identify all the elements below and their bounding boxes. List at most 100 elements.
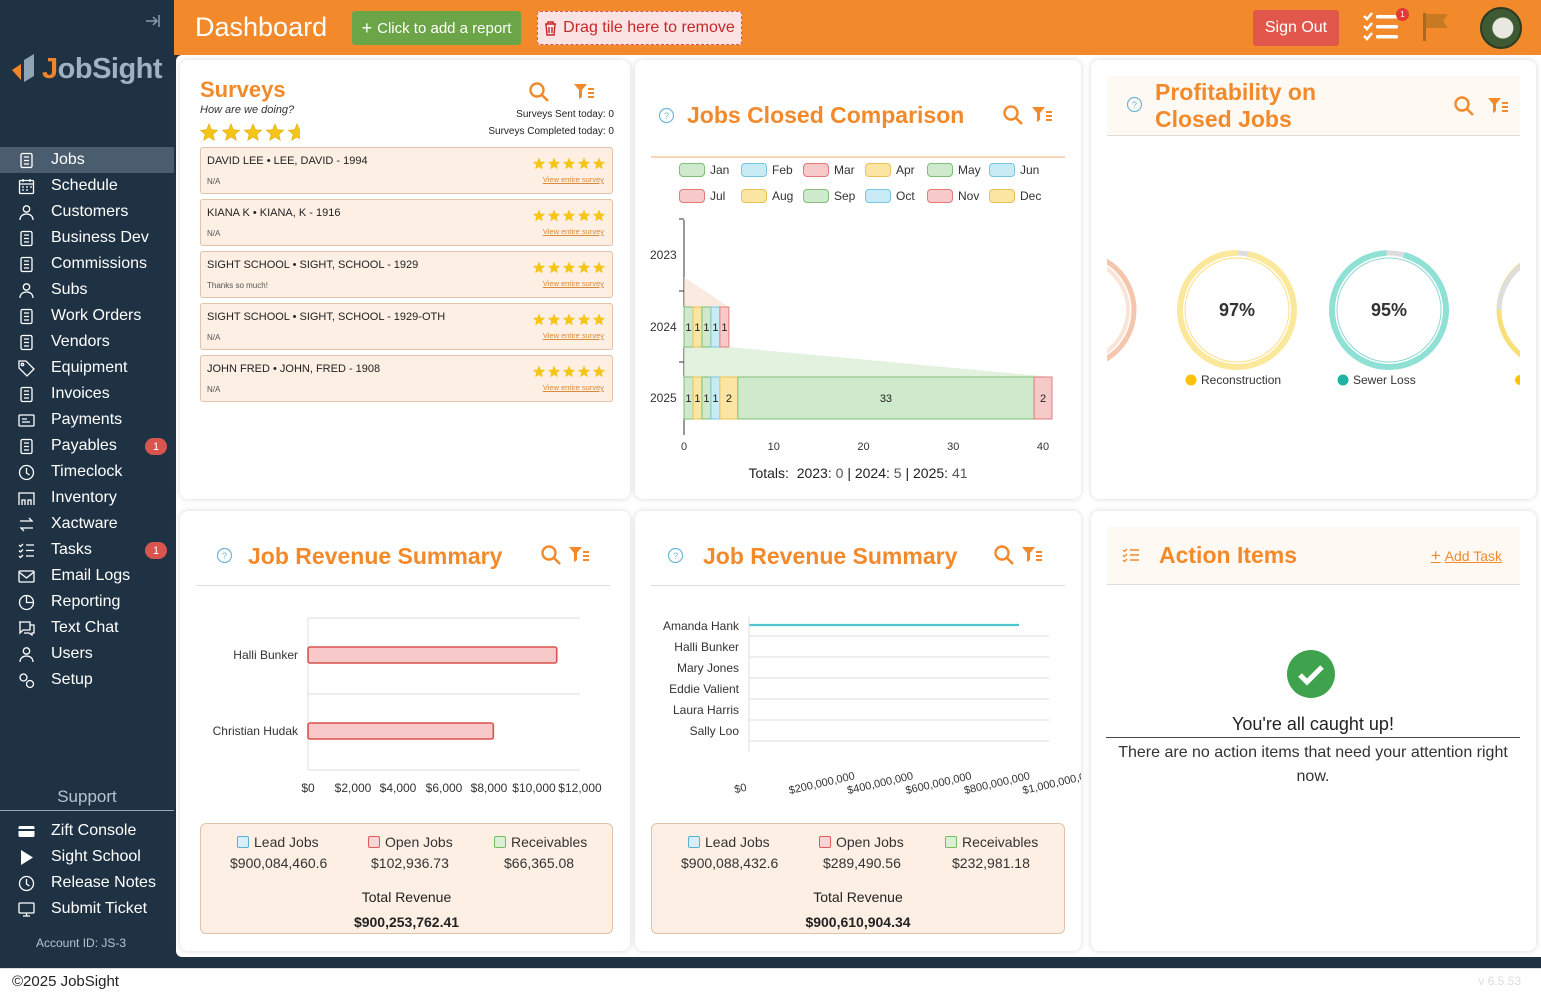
sidebar-item-setup[interactable]: Setup xyxy=(0,667,174,693)
survey-row[interactable]: JOHN FRED • JOHN, FRED - 1908 N/A View ent… xyxy=(200,355,613,402)
open-jobs-legend: Open Jobs xyxy=(819,834,904,850)
survey-row[interactable]: SIGHT SCHOOL • SIGHT, SCHOOL - 1929-OTH N… xyxy=(200,303,613,350)
filter-icon[interactable] xyxy=(1021,544,1043,566)
survey-row[interactable]: KIANA K • KIANA, K - 1916 N/A View entire … xyxy=(200,199,613,246)
bar-segment[interactable] xyxy=(719,306,730,348)
sidebar-item-text-chat[interactable]: Text Chat xyxy=(0,615,174,641)
action-items-header xyxy=(1107,527,1520,585)
total-2024-value: 5 xyxy=(893,465,902,481)
open-jobs-value: $289,490.56 xyxy=(823,855,901,871)
legend-item-nov[interactable]: Nov xyxy=(927,189,979,203)
search-icon[interactable] xyxy=(528,81,550,103)
search-icon[interactable] xyxy=(993,544,1015,566)
revenue-summary-card-2: ? Job Revenue Summary Amanda Hank Halli B… xyxy=(635,511,1081,951)
sidebar-item-tasks[interactable]: Tasks 1 xyxy=(0,537,174,563)
sidebar: JobSight Jobs Schedule Customers Business D… xyxy=(0,0,174,968)
legend-item-apr[interactable]: Apr xyxy=(865,163,915,177)
sidebar-item-jobs[interactable]: Jobs xyxy=(0,147,174,173)
star-icon xyxy=(562,313,576,326)
support-item-submit-ticket[interactable]: Submit Ticket xyxy=(0,896,174,922)
search-icon[interactable] xyxy=(1453,95,1475,117)
x-tick-label: $400,000,000 xyxy=(846,770,914,797)
sidebar-item-label: Text Chat xyxy=(51,619,119,636)
view-survey-link[interactable]: View entire survey xyxy=(542,175,604,184)
sidebar-item-inventory[interactable]: Inventory xyxy=(0,485,174,511)
gauge-arc[interactable] xyxy=(1319,250,1459,380)
filter-icon[interactable] xyxy=(568,544,590,566)
lead-jobs-value: $900,088,432.6 xyxy=(681,855,779,871)
support-item-release-notes[interactable]: Release Notes xyxy=(0,870,174,896)
survey-row[interactable]: SIGHT SCHOOL • SIGHT, SCHOOL - 1929 Thank… xyxy=(200,251,613,298)
legend-item-oct[interactable]: Oct xyxy=(865,189,915,203)
sidebar-item-users[interactable]: Users xyxy=(0,641,174,667)
sidebar-item-payables[interactable]: Payables 1 xyxy=(0,433,174,459)
filter-icon[interactable] xyxy=(573,81,595,103)
search-icon[interactable] xyxy=(540,544,562,566)
help-icon[interactable]: ? xyxy=(658,107,675,124)
view-survey-link[interactable]: View entire survey xyxy=(542,331,604,340)
search-icon[interactable] xyxy=(1002,104,1024,126)
legend-item-feb[interactable]: Feb xyxy=(741,163,793,177)
sidebar-item-vendors[interactable]: Vendors xyxy=(0,329,174,355)
legend-item-may[interactable]: May xyxy=(927,163,981,177)
help-icon[interactable]: ? xyxy=(216,547,233,564)
add-task-link[interactable]: + Add Task xyxy=(1431,546,1502,566)
gauge-arc[interactable] xyxy=(1170,250,1304,377)
sidebar-item-equipment[interactable]: Equipment xyxy=(0,355,174,381)
legend-label: Nov xyxy=(958,189,980,203)
sidebar-item-invoices[interactable]: Invoices xyxy=(0,381,174,407)
star-icon xyxy=(533,157,546,170)
sidebar-item-payments[interactable]: Payments xyxy=(0,407,174,433)
sidebar-item-business-dev[interactable]: Business Dev xyxy=(0,225,174,251)
legend-label: Jul xyxy=(710,189,726,203)
tasks-checklist-icon[interactable] xyxy=(1362,10,1400,44)
legend-item-mar[interactable]: Mar xyxy=(803,163,855,177)
bar-segment[interactable] xyxy=(1033,376,1053,420)
legend-item-jun[interactable]: Jun xyxy=(989,163,1039,177)
legend-item-jan[interactable]: Jan xyxy=(679,163,729,177)
legend-swatch xyxy=(927,189,953,203)
sidebar-item-timeclock[interactable]: Timeclock xyxy=(0,459,174,485)
logo[interactable]: JobSight xyxy=(10,50,163,88)
sidebar-item-commissions[interactable]: Commissions xyxy=(0,251,174,277)
legend-item-jul[interactable]: Jul xyxy=(679,189,725,203)
survey-row[interactable]: DAVID LEE • LEE, DAVID - 1994 N/A View ent… xyxy=(200,147,613,194)
sidebar-item-schedule[interactable]: Schedule xyxy=(0,173,174,199)
sidebar-item-customers[interactable]: Customers xyxy=(0,199,174,225)
remove-tile-dropzone[interactable]: Drag tile here to remove xyxy=(537,11,742,45)
sidebar-item-email-logs[interactable]: Email Logs xyxy=(0,563,174,589)
revenue-bar[interactable] xyxy=(307,722,495,740)
filter-icon[interactable] xyxy=(1031,104,1053,126)
star-icon xyxy=(577,313,591,326)
sidebar-icon-wrap xyxy=(18,672,35,689)
legend-item-aug[interactable]: Aug xyxy=(741,189,793,203)
sidebar-item-reporting[interactable]: Reporting xyxy=(0,589,174,615)
help-icon[interactable]: ? xyxy=(667,547,684,564)
sign-out-button[interactable]: Sign Out xyxy=(1253,10,1339,46)
user-avatar[interactable] xyxy=(1480,7,1522,49)
add-report-button[interactable]: + Click to add a report xyxy=(352,11,521,45)
view-survey-link[interactable]: View entire survey xyxy=(542,383,604,392)
sidebar-item-work-orders[interactable]: Work Orders xyxy=(0,303,174,329)
legend-item-dec[interactable]: Dec xyxy=(989,189,1041,203)
support-item-sight-school[interactable]: Sight School xyxy=(0,844,174,870)
help-icon[interactable]: ? xyxy=(1126,96,1143,113)
svg-text:?: ? xyxy=(664,111,669,121)
tasks-icon xyxy=(18,543,34,558)
revenue-bar[interactable] xyxy=(307,646,558,664)
user-icon xyxy=(19,282,34,298)
view-survey-link[interactable]: View entire survey xyxy=(542,227,604,236)
lead-jobs-label: Lead Jobs xyxy=(705,834,770,850)
sidebar-item-subs[interactable]: Subs xyxy=(0,277,174,303)
support-item-zift-console[interactable]: Zift Console xyxy=(0,818,174,844)
view-survey-link[interactable]: View entire survey xyxy=(542,279,604,288)
x-tick-label: 10 xyxy=(768,441,780,453)
filter-icon[interactable] xyxy=(1487,95,1509,117)
bar-segment[interactable] xyxy=(737,376,1035,420)
pin-sidebar-icon[interactable] xyxy=(144,12,162,30)
title-divider xyxy=(651,585,1065,586)
flag-icon[interactable] xyxy=(1421,11,1451,43)
legend-item-sep[interactable]: Sep xyxy=(803,189,855,203)
y-category-label: Mary Jones xyxy=(677,661,739,675)
sidebar-item-xactware[interactable]: Xactware xyxy=(0,511,174,537)
